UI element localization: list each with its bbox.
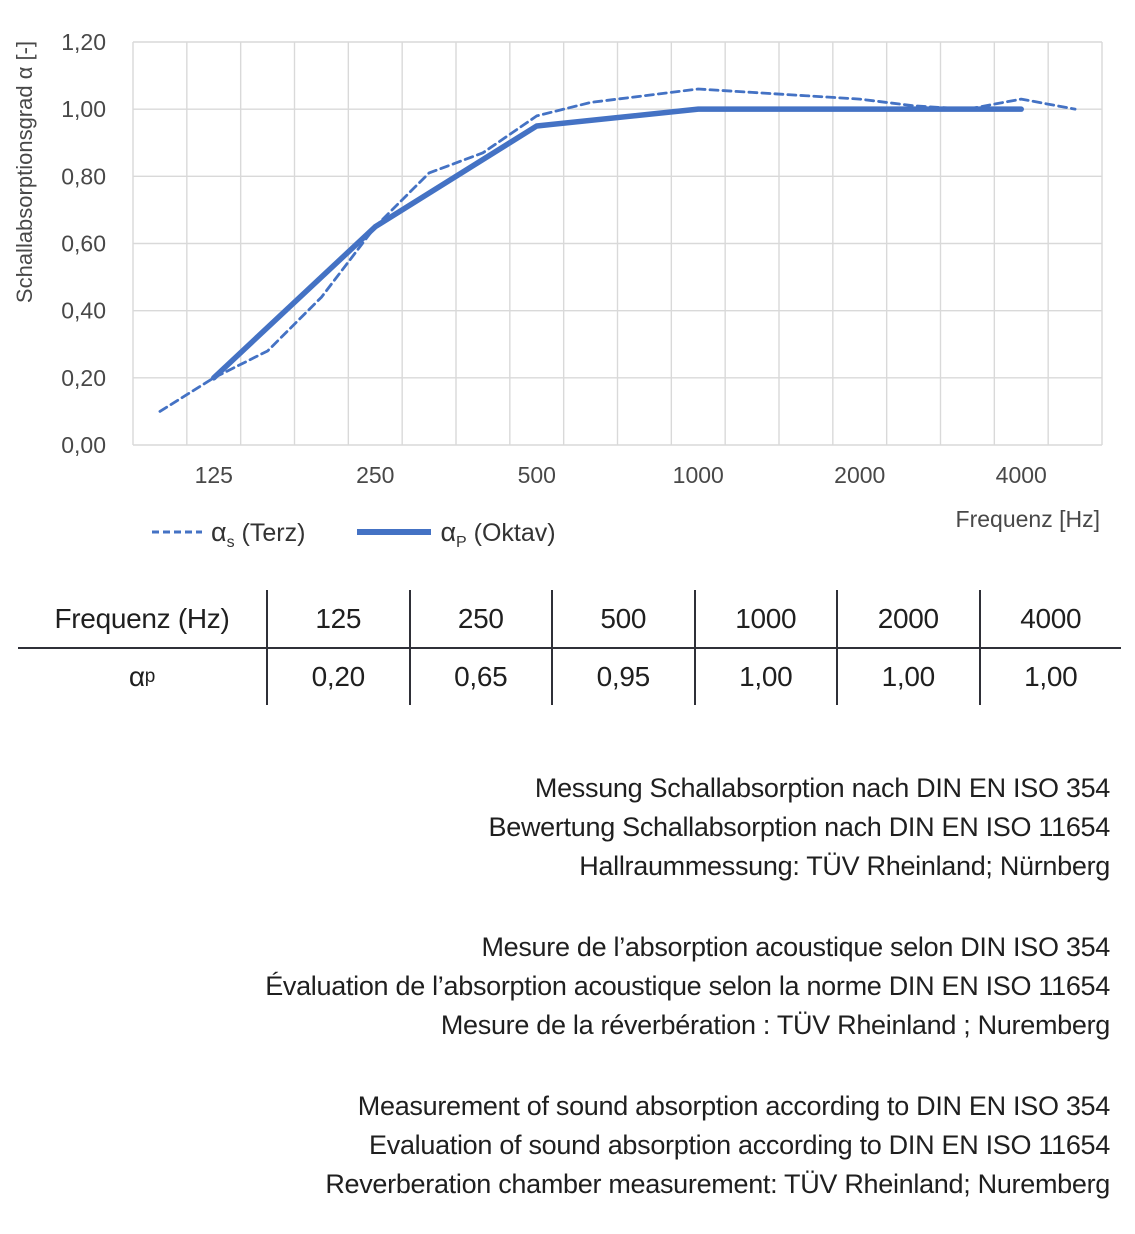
note-line: Messung Schallabsorption nach DIN EN ISO… xyxy=(534,773,1110,803)
series-terz-line xyxy=(158,87,1077,413)
legend-item-oktav: αP (Oktav) xyxy=(357,516,556,551)
note-line: Évaluation de l’absorption acoustique se… xyxy=(265,971,1110,1001)
x-tick-label: 500 xyxy=(518,462,556,488)
legend-label-oktav: αP (Oktav) xyxy=(440,516,556,551)
table-value-250: 0,65 xyxy=(408,649,552,705)
absorption-chart: Schallabsorptionsgrad α [-] Frequenz [Hz… xyxy=(0,0,1135,560)
legend-label-terz: αs (Terz) xyxy=(211,516,306,551)
chart-legend: αs (Terz) αP (Oktav) xyxy=(152,514,556,550)
absorption-datasheet: Schallabsorptionsgrad α [-] Frequenz [Hz… xyxy=(0,0,1135,1204)
note-german: Messung Schallabsorption nach DIN EN ISO… xyxy=(0,769,1111,886)
dashed-line-sample-icon xyxy=(152,530,202,534)
x-tick-label: 1000 xyxy=(673,462,724,488)
y-tick-label: 0,60 xyxy=(61,231,106,257)
note-line: Reverberation chamber measurement: TÜV R… xyxy=(325,1169,1110,1199)
table-header-2000: 2000 xyxy=(836,590,979,649)
table-header-250: 250 xyxy=(408,590,551,649)
table-header-500: 500 xyxy=(551,590,694,649)
table-value-125: 0,20 xyxy=(266,649,409,705)
legend-item-terz: αs (Terz) xyxy=(152,516,306,551)
note-line: Evaluation of sound absorption according… xyxy=(369,1130,1110,1160)
y-tick-label: 0,40 xyxy=(61,298,106,324)
table-value-2000: 1,00 xyxy=(836,649,979,705)
table-header-4000: 4000 xyxy=(978,590,1121,649)
chart-canvas: Schallabsorptionsgrad α [-] Frequenz [Hz… xyxy=(12,29,1103,532)
table-header-1000: 1000 xyxy=(693,590,836,649)
y-axis-title: Schallabsorptionsgrad α [-] xyxy=(12,41,37,303)
x-tick-label: 125 xyxy=(195,462,233,488)
x-axis-title: Frequenz [Hz] xyxy=(956,506,1100,532)
table-value-4000: 1,00 xyxy=(978,649,1122,705)
series-oktav-line xyxy=(211,106,1024,381)
y-tick-label: 1,20 xyxy=(61,29,106,55)
note-line: Mesure de la réverbération : TÜV Rheinla… xyxy=(440,1010,1110,1040)
note-english: Measurement of sound absorption accordin… xyxy=(0,1087,1110,1204)
note-line: Bewertung Schallabsorption nach DIN EN I… xyxy=(488,812,1111,842)
x-tick-label: 250 xyxy=(356,462,394,488)
note-line: Mesure de l’absorption acoustique selon … xyxy=(481,932,1110,962)
y-tick-label: 0,20 xyxy=(61,365,106,391)
y-tick-label: 0,80 xyxy=(61,163,106,189)
solid-line-sample-icon xyxy=(357,529,432,535)
y-tick-label: 1,00 xyxy=(61,96,106,122)
y-tick-label: 0,00 xyxy=(61,432,106,458)
table-value-1000: 1,00 xyxy=(693,649,837,705)
note-french: Mesure de l’absorption acoustique selon … xyxy=(0,928,1110,1045)
x-tick-label: 2000 xyxy=(834,462,885,488)
note-line: Measurement of sound absorption accordin… xyxy=(357,1091,1111,1121)
table-header-frequency: Frequenz (Hz) xyxy=(18,590,266,649)
table-header-125: 125 xyxy=(266,590,409,649)
x-tick-label: 4000 xyxy=(996,462,1047,488)
table-value-500: 0,95 xyxy=(551,649,694,705)
note-line: Hallraummessung: TÜV Rheinland; Nürnberg xyxy=(579,851,1110,881)
alpha-p-table: Frequenz (Hz) 125 250 500 1000 2000 4000… xyxy=(18,590,1121,705)
measurement-notes: Messung Schallabsorption nach DIN EN ISO… xyxy=(0,769,1135,1204)
